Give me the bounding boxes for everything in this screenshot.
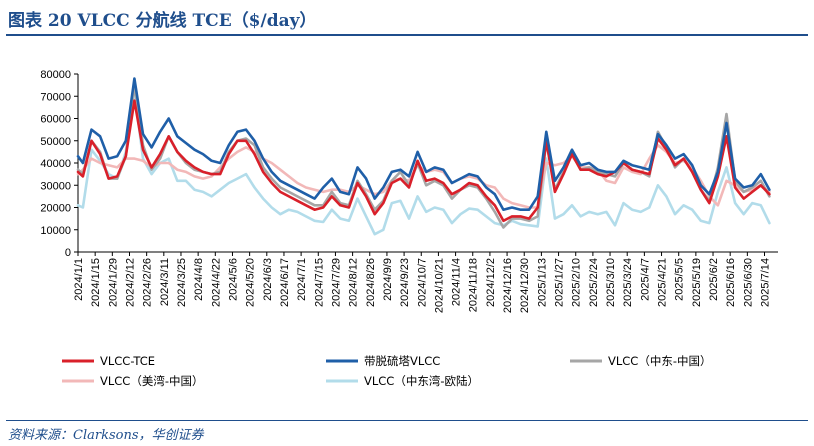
x-tick-label: 2024/11/4 [451,258,463,306]
x-tick-label: 2024/7/15 [313,258,325,307]
x-tick-label: 2025/4/21 [657,258,669,307]
source-rule [6,420,808,421]
x-tick-label: 2024/2/12 [124,258,136,307]
x-tick-label: 2024/4/8 [193,258,205,301]
x-tick-label: 2025/3/24 [622,258,634,307]
x-tick-label: 2025/5/19 [691,258,703,307]
x-tick-label: 2025/6/16 [725,258,737,307]
x-tick-label: 2025/4/7 [639,258,651,301]
x-tick-label: 2024/8/12 [348,258,360,307]
y-tick-label: 50000 [40,136,71,148]
x-tick-label: 2024/12/30 [519,258,531,313]
figure-header: 图表 20 VLCC 分航线 TCE（$/day） [6,4,808,36]
x-tick-label: 2024/8/26 [365,258,377,307]
x-tick-label: 2024/9/23 [399,258,411,307]
x-tick-label: 2025/3/10 [605,258,617,307]
x-tick-label: 2024/10/21 [433,258,445,313]
x-tick-label: 2024/4/22 [210,258,222,307]
x-tick-label: 2024/12/2 [485,258,497,307]
x-tick-label: 2025/7/14 [760,258,772,307]
x-tick-label: 2024/1/1 [73,258,85,301]
legend-label-VLCC-TCE: VLCC-TCE [100,354,155,368]
legend-label-me-cn: VLCC（中东-中国） [608,354,711,368]
x-tick-label: 2024/1/15 [90,258,102,307]
x-tick-label: 2025/6/2 [708,258,720,301]
x-tick-label: 2024/3/11 [159,258,171,306]
x-tick-label: 2024/5/6 [227,258,239,301]
x-tick-label: 2024/1/29 [107,258,119,307]
x-tick-label: 2025/2/24 [588,258,600,307]
x-tick-label: 2025/1/13 [536,258,548,307]
x-tick-label: 2025/6/30 [742,258,754,307]
x-tick-label: 2025/2/10 [571,258,583,307]
x-tick-label: 2024/7/29 [330,258,342,307]
figure-title: 图表 20 VLCC 分航线 TCE（$/day） [8,11,317,31]
series-line-me-eu [76,90,771,236]
legend-label-dubai-sc: 带脱硫塔VLCC [364,354,440,368]
x-tick-label: 2024/5/20 [245,258,257,307]
x-tick-label: 2024/12/16 [502,258,514,313]
x-tick-label: 2024/10/7 [416,258,428,307]
x-tick-label: 2025/1/27 [554,258,566,307]
series-line-dubai-sc [76,77,771,211]
x-tick-label: 2024/2/26 [142,258,154,307]
y-tick-label: 80000 [40,69,71,81]
x-tick-label: 2024/11/18 [468,258,480,312]
y-tick-label: 0 [65,247,71,259]
source-note: 资料来源：Clarksons，华创证券 [8,428,204,443]
legend-label-us-cn: VLCC（美湾-中国） [100,374,203,388]
title-rule [6,34,808,36]
legend-label-me-eu: VLCC（中东湾-欧陆） [364,374,479,388]
x-tick-label: 2024/9/9 [382,258,394,301]
x-tick-label: 2024/7/1 [296,258,308,301]
y-tick-label: 70000 [40,91,71,103]
x-tick-label: 2024/3/25 [176,258,188,307]
chart-legend: VLCC-TCE 带脱硫塔VLCC VLCC（中东-中国） VLCC（美湾-中国） VL… [62,354,711,388]
y-tick-label: 10000 [40,225,71,237]
series-line-VLCC-TCE [76,99,771,223]
x-tick-label: 2024/6/3 [262,258,274,301]
y-tick-label: 40000 [40,158,71,170]
chart-axes: 0 10000 20000 30000 40000 50000 60000 70000 8000… [40,69,778,313]
y-tick-label: 20000 [40,203,71,215]
x-tick-label: 2024/6/17 [279,258,291,307]
chart-series [76,77,771,236]
y-tick-label: 60000 [40,114,71,126]
x-tick-label: 2025/5/5 [674,258,686,301]
y-tick-label: 30000 [40,180,71,192]
